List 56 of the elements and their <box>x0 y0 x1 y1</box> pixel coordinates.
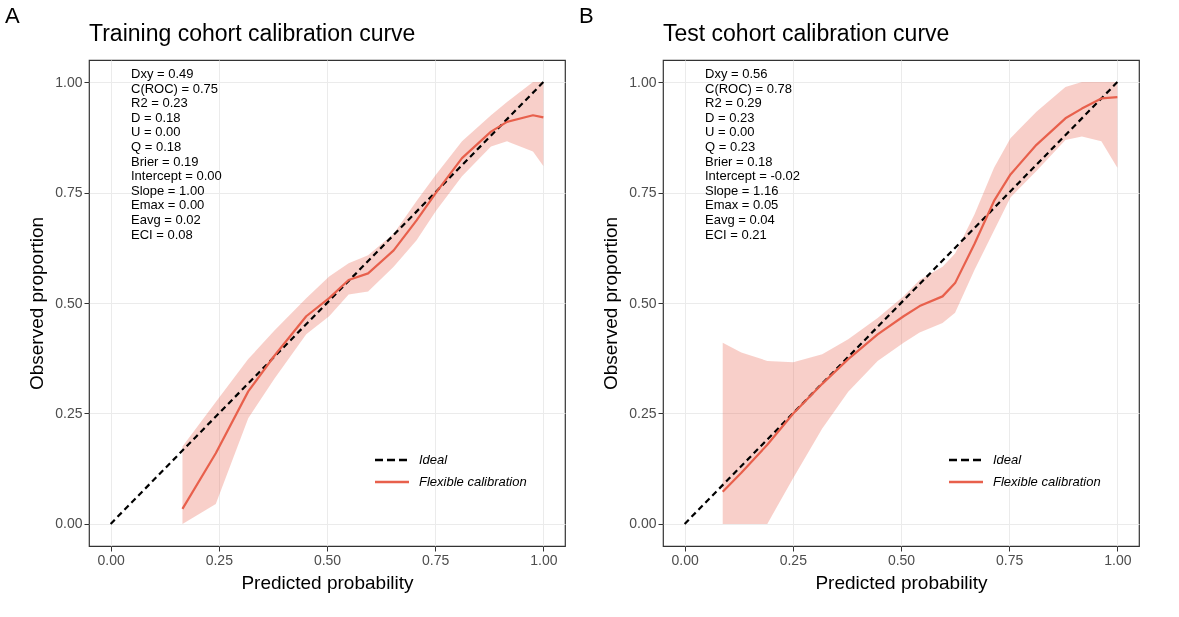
annotation: Brier = 0.19 <box>131 153 199 169</box>
y-tick-label: 0.00 <box>629 515 657 532</box>
y-tick-label: 1.00 <box>629 73 657 90</box>
annotation: R2 = 0.29 <box>705 95 762 111</box>
chart-title: Test cohort calibration curve <box>663 20 950 46</box>
x-tick-label: 0.75 <box>996 551 1024 568</box>
y-axis-title: Observed proportion <box>600 216 622 391</box>
x-tick-label: 0.00 <box>97 551 125 568</box>
x-axis-title: Predicted probability <box>241 571 415 593</box>
x-tick-label: 0.25 <box>779 551 808 568</box>
annotation: R2 = 0.23 <box>131 95 188 111</box>
legend-label: Ideal <box>419 452 449 467</box>
annotation: Q = 0.18 <box>131 139 182 154</box>
legend-label: Flexible calibration <box>993 474 1101 489</box>
annotation: Eavg = 0.02 <box>131 212 201 227</box>
annotation: ECI = 0.08 <box>131 226 193 242</box>
text: B <box>579 3 594 28</box>
y-tick-label: 0.00 <box>55 515 83 532</box>
y-axis-title: Observed proportion <box>26 216 48 391</box>
annotation: C(ROC) = 0.78 <box>705 80 793 96</box>
y-tick-label: 0.25 <box>55 404 83 421</box>
chart-title: Training cohort calibration curve <box>89 20 416 46</box>
annotation: Intercept = -0.02 <box>705 168 801 184</box>
annotation: Brier = 0.18 <box>705 153 773 169</box>
annotation: Dxy = 0.49 <box>131 66 194 81</box>
annotation: D = 0.23 <box>705 109 755 125</box>
x-axis-title: Predicted probability <box>815 571 989 593</box>
y-tick-label: 0.25 <box>629 404 657 421</box>
x-tick-label: 0.50 <box>887 551 916 568</box>
x-tick-label: 1.00 <box>1104 551 1132 568</box>
annotation: U = 0.00 <box>131 124 181 140</box>
x-tick-label: 0.00 <box>671 551 699 568</box>
x-tick-label: 0.25 <box>205 551 234 568</box>
y-tick-label: 0.75 <box>55 184 83 201</box>
legend-label: Flexible calibration <box>419 474 527 489</box>
annotation: Q = 0.23 <box>705 139 756 154</box>
annotation: Dxy = 0.56 <box>705 66 768 81</box>
annotation: C(ROC) = 0.75 <box>131 80 219 96</box>
annotation: D = 0.18 <box>131 109 181 125</box>
x-tick-label: 0.75 <box>422 551 450 568</box>
y-tick-label: 0.50 <box>629 294 657 311</box>
annotation: Emax = 0.05 <box>705 197 779 213</box>
annotation: Intercept = 0.00 <box>131 168 222 184</box>
annotation: Eavg = 0.04 <box>705 212 775 227</box>
legend-label: Ideal <box>993 452 1023 467</box>
text: A <box>5 3 20 28</box>
x-tick-label: 1.00 <box>530 551 558 568</box>
annotation: Emax = 0.00 <box>131 197 205 213</box>
y-tick-label: 0.75 <box>629 184 657 201</box>
annotation: ECI = 0.21 <box>705 226 767 242</box>
y-tick-label: 0.50 <box>55 294 83 311</box>
annotation: Slope = 1.16 <box>705 182 779 198</box>
annotation: Slope = 1.00 <box>131 182 205 198</box>
annotation: U = 0.00 <box>705 124 755 140</box>
y-tick-label: 1.00 <box>55 73 83 90</box>
x-tick-label: 0.50 <box>313 551 342 568</box>
